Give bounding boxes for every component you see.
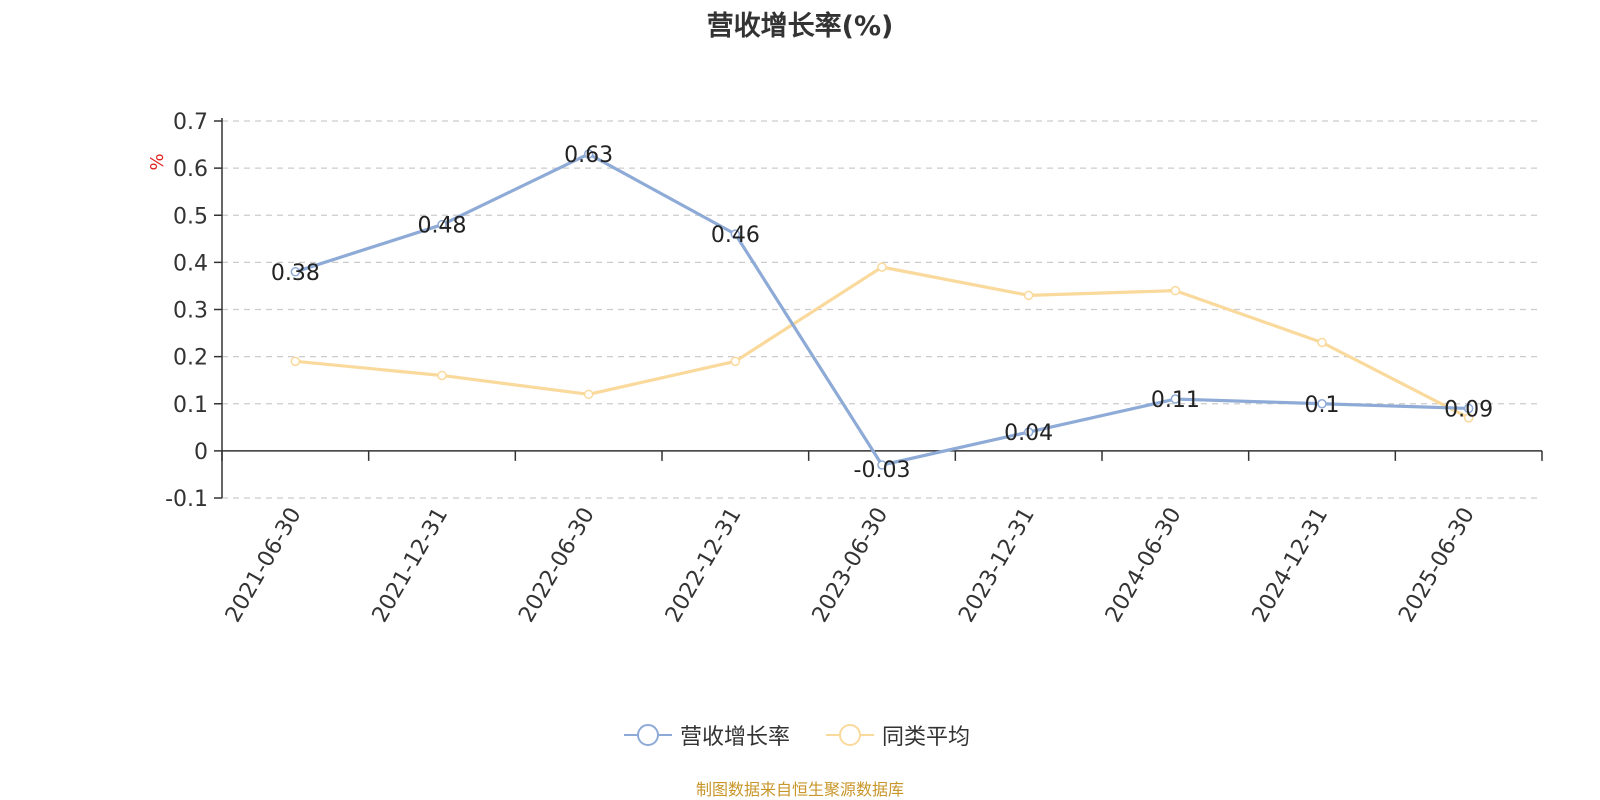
data-point-1 xyxy=(290,356,301,367)
data-point-0 xyxy=(290,267,301,277)
data-label: -0.03 xyxy=(854,458,911,483)
legend-swatch-peer-average xyxy=(826,724,874,746)
y-tick-label: 0.2 xyxy=(173,346,208,371)
data-point-1 xyxy=(1463,413,1474,423)
data-point-1 xyxy=(877,262,887,272)
data-point-1 xyxy=(583,389,594,400)
data-point-0 xyxy=(583,149,594,159)
data-label: 0.09 xyxy=(1444,397,1493,422)
data-point-0 xyxy=(437,219,447,230)
series-line-1 xyxy=(295,265,1470,420)
legend-swatch-revenue-growth xyxy=(624,724,672,746)
legend-label-peer-average: 同类平均 xyxy=(882,725,971,750)
data-point-0 xyxy=(877,460,887,470)
data-label: 0.1 xyxy=(1305,393,1340,418)
data-label: 0.11 xyxy=(1151,388,1200,413)
x-tick-label: 2022-06-30 xyxy=(514,504,600,627)
y-tick-label: -0.1 xyxy=(165,487,208,512)
y-axis-label: % xyxy=(147,153,168,170)
y-tick-label: 0 xyxy=(194,440,208,465)
data-point-0 xyxy=(1463,403,1474,414)
legend-label-revenue-growth: 营收增长率 xyxy=(680,725,791,750)
data-point-0 xyxy=(730,229,741,239)
data-label: 0.48 xyxy=(418,214,467,239)
legend-item-revenue-growth[interactable]: 营收增长率 xyxy=(624,720,790,750)
y-tick-label: 0.3 xyxy=(173,299,208,324)
data-point-1 xyxy=(437,370,447,381)
data-label: 0.04 xyxy=(1004,421,1053,446)
data-point-0 xyxy=(1317,399,1327,409)
y-tick-label: 0.4 xyxy=(173,251,208,276)
legend-item-peer-average[interactable]: 同类平均 xyxy=(826,720,970,750)
y-tick-label: 0.6 xyxy=(173,157,208,182)
x-tick-label: 2021-12-31 xyxy=(368,504,454,627)
x-tick-label: 2021-06-30 xyxy=(221,504,307,627)
data-label: 0.46 xyxy=(711,223,760,248)
chart-title: 营收增长率(%) xyxy=(706,11,894,42)
x-tick-label: 2025-06-30 xyxy=(1394,504,1480,627)
data-label: 0.38 xyxy=(271,261,320,286)
y-tick-label: 0.7 xyxy=(173,110,208,135)
data-point-0 xyxy=(1023,427,1034,437)
data-point-1 xyxy=(1317,337,1327,348)
x-tick-label: 2023-12-31 xyxy=(954,504,1040,627)
data-point-1 xyxy=(1023,290,1034,301)
data-point-1 xyxy=(730,356,741,367)
y-tick-label: 0.5 xyxy=(173,204,208,229)
data-point-1 xyxy=(1170,285,1181,296)
data-source-footer: 制图数据来自恒生聚源数据库 xyxy=(695,780,904,799)
x-tick-label: 2024-12-31 xyxy=(1248,504,1334,627)
x-tick-label: 2024-06-30 xyxy=(1101,504,1187,627)
data-label: 0.63 xyxy=(564,143,613,168)
y-tick-label: 0.1 xyxy=(173,393,208,418)
x-tick-label: 2023-06-30 xyxy=(808,504,894,627)
x-tick-label: 2022-12-31 xyxy=(661,504,747,627)
data-point-0 xyxy=(1170,394,1181,404)
